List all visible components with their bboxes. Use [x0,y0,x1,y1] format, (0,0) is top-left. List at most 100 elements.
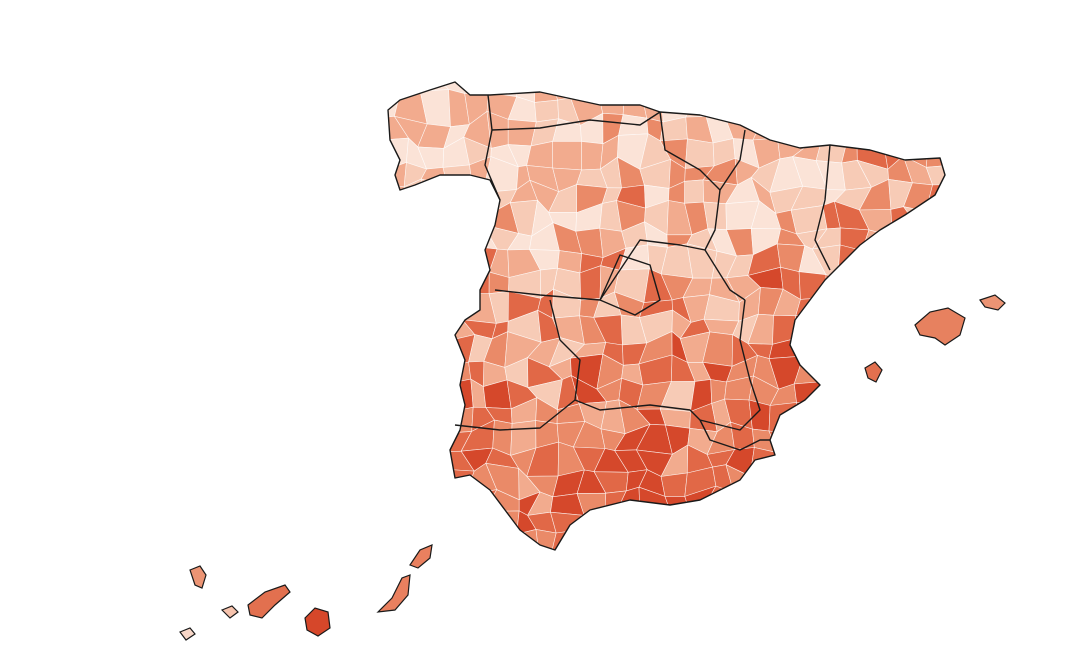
region-borders [387,81,946,551]
municipality [843,489,863,515]
municipality [725,508,755,541]
municipality [955,564,982,581]
municipality [925,138,945,168]
island [247,584,291,619]
municipality [418,243,451,280]
canary-islands [179,544,433,641]
municipality [888,264,913,299]
municipality [925,375,945,412]
municipality [886,222,916,257]
municipality [879,82,910,105]
balearic-islands [864,294,1006,383]
municipality [814,555,841,584]
municipality [947,465,975,499]
municipality [949,229,972,249]
municipality [886,242,913,279]
municipality [924,507,945,542]
municipality [441,488,472,521]
municipality [952,157,975,188]
municipality [928,82,945,103]
municipality [793,355,828,385]
municipality [790,516,827,542]
municipality [388,422,410,453]
municipality [702,82,735,100]
municipality [944,375,945,408]
municipality [930,448,945,469]
municipality [705,560,735,581]
region-border [599,254,661,316]
municipality [824,291,849,314]
municipality [923,112,945,148]
municipality [483,555,519,587]
municipality [929,419,945,451]
municipality [886,292,909,325]
municipality [947,353,978,380]
municipality [790,442,820,479]
municipality [659,552,683,588]
municipality [748,399,771,432]
municipality [442,293,470,321]
municipality [791,554,820,583]
municipality [388,201,411,229]
municipality [773,449,800,478]
municipality [885,491,916,519]
municipality [624,557,647,585]
municipality [395,221,431,257]
municipality [925,203,945,233]
municipality [857,465,887,492]
municipality [388,243,400,281]
municipality [601,512,619,545]
municipality [861,99,889,118]
municipality [802,115,823,149]
municipality [752,539,776,550]
municipality [463,552,485,580]
municipality [909,531,936,550]
municipality [802,96,821,120]
municipality [444,246,475,280]
municipality [581,141,604,171]
municipality [934,243,945,282]
municipality [637,559,663,588]
municipality [946,420,979,451]
municipality [725,95,762,123]
municipality [672,508,692,540]
municipality [593,82,626,98]
municipality [789,532,821,550]
municipality [394,383,424,403]
region-border [699,299,761,431]
municipality [924,537,945,550]
municipality [482,533,518,550]
municipality [377,552,397,585]
municipality [823,401,845,433]
municipality [857,443,888,470]
municipality [883,353,909,386]
municipality [388,311,406,338]
municipality [858,398,887,430]
island [304,607,331,637]
municipality [925,397,945,428]
municipality [731,558,756,578]
municipality [902,354,936,386]
region-border [814,144,831,271]
municipality [769,486,797,518]
municipality [664,496,689,520]
municipality [860,250,889,280]
municipality [911,507,928,539]
municipality [702,507,728,545]
municipality [864,82,890,105]
municipality [885,334,909,356]
municipality [790,469,820,496]
island [409,544,433,569]
municipality [462,539,484,550]
municipality [947,117,977,148]
municipality [823,380,845,407]
municipality [772,96,806,125]
municipality [388,292,409,322]
municipality [925,552,957,581]
municipality [682,552,717,582]
municipality [398,278,428,294]
municipality [394,199,431,223]
municipality [439,511,472,540]
municipality [835,529,871,550]
region-border [484,94,501,201]
